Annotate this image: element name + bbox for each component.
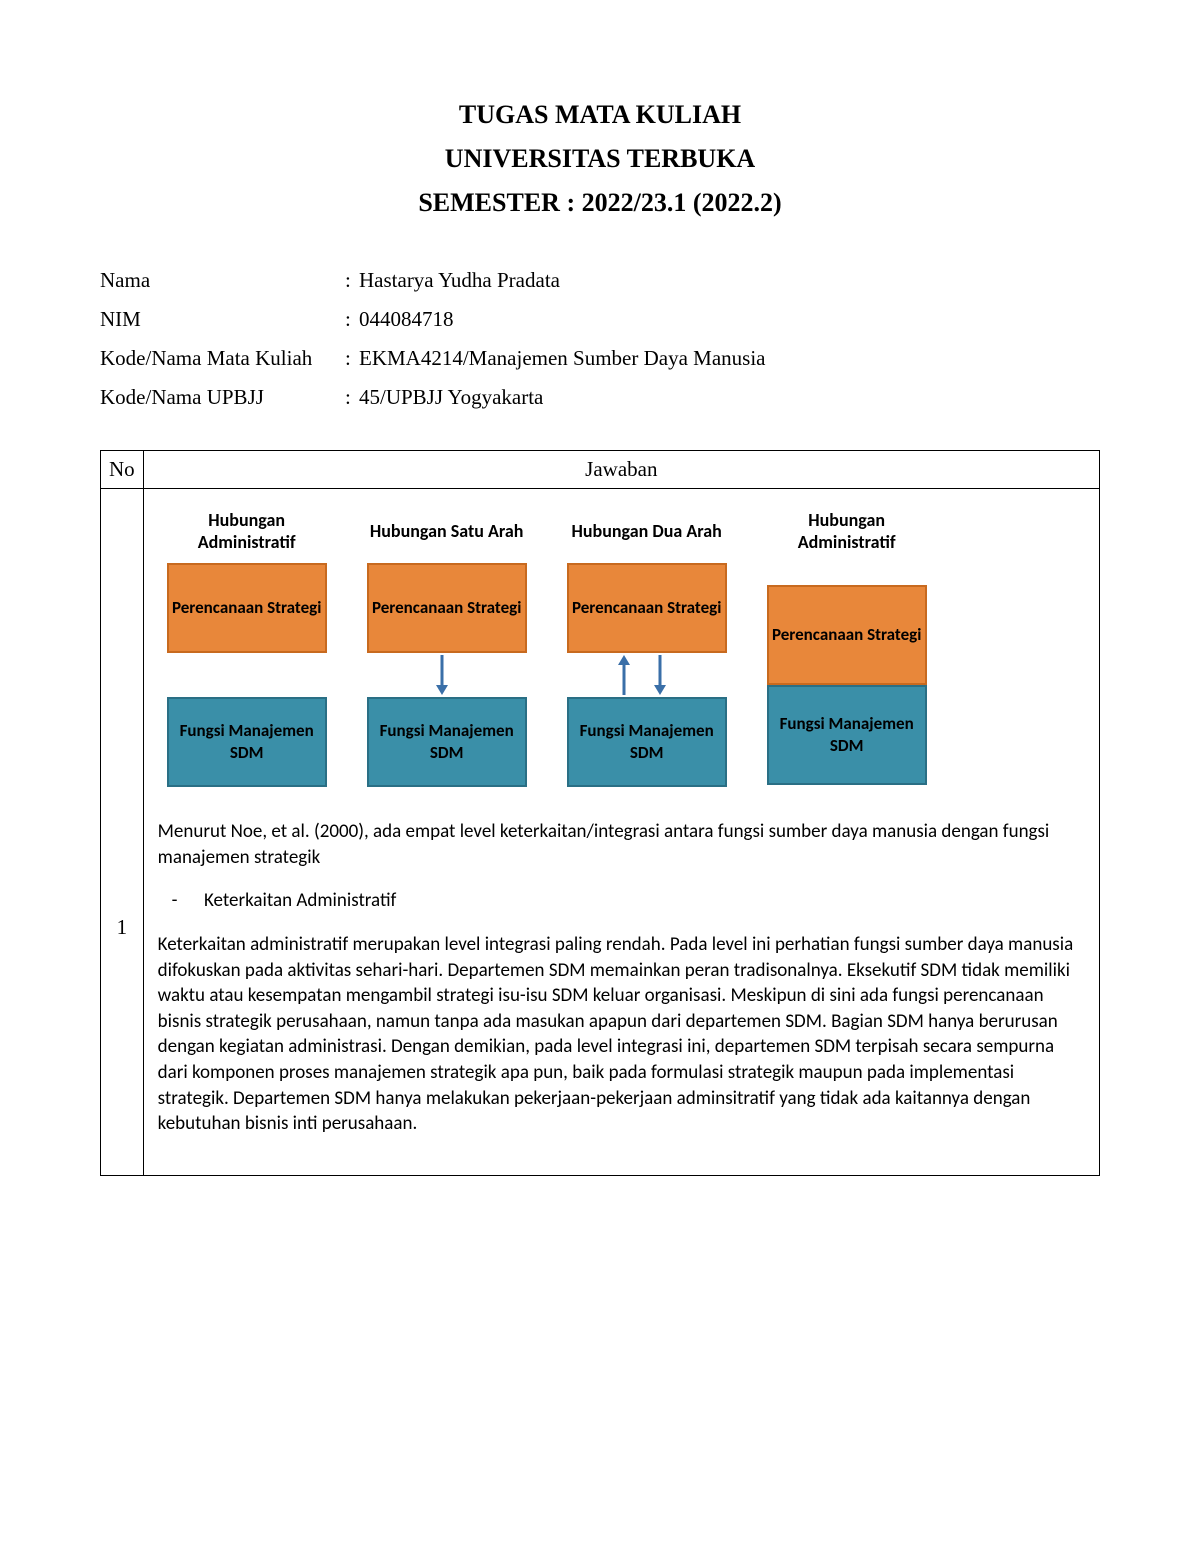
info-value: 044084718 [359,307,1100,332]
student-info: Nama : Hastarya Yudha Pradata NIM : 0440… [100,268,1100,410]
answer-cell: Hubungan Administratif Perencanaan Strat… [143,489,1099,1176]
info-label: Kode/Nama UPBJJ [100,385,345,410]
info-row: NIM : 044084718 [100,307,1100,332]
table-head-answer: Jawaban [143,451,1099,489]
diagram-col-title: Hubungan Administratif [162,507,332,555]
answer-paragraph: Menurut Noe, et al. (2000), ada empat le… [158,819,1085,870]
answer-paragraph: Keterkaitan administratif merupakan leve… [158,932,1085,1137]
diagram-col-title: Hubungan Dua Arah [572,507,722,555]
diagram-column: Hubungan Satu Arah Perencanaan Strategi … [362,507,532,787]
info-separator: : [345,307,359,332]
info-label: NIM [100,307,345,332]
diagram-box-top: Perencanaan Strategi [167,563,327,653]
bullet-dash: - [172,888,200,914]
info-separator: : [345,268,359,293]
document-header: TUGAS MATA KULIAH UNIVERSITAS TERBUKA SE… [100,100,1100,218]
answer-table: No Jawaban 1 Hubungan Administratif Pere… [100,450,1100,1176]
diagram-arrow-both [562,653,732,697]
diagram-box-bottom: Fungsi Manajemen SDM [767,685,927,785]
diagram-arrow-down [362,653,532,697]
info-row: Nama : Hastarya Yudha Pradata [100,268,1100,293]
diagram-box-top: Perencanaan Strategi [367,563,527,653]
integration-diagram: Hubungan Administratif Perencanaan Strat… [158,501,1085,805]
row-number-cell: 1 [101,489,144,1176]
subheading-text: Keterkaitan Administratif [204,889,396,912]
diagram-box-top: Perencanaan Strategi [767,585,927,685]
info-label: Kode/Nama Mata Kuliah [100,346,345,371]
info-value: 45/UPBJJ Yogyakarta [359,385,1100,410]
info-row: Kode/Nama UPBJJ : 45/UPBJJ Yogyakarta [100,385,1100,410]
diagram-column: Hubungan Dua Arah Perencanaan Strategi F… [562,507,732,787]
info-value: Hastarya Yudha Pradata [359,268,1100,293]
diagram-column: Hubungan Administratif Perencanaan Strat… [762,507,932,787]
table-row: 1 Hubungan Administratif Perencanaan Str… [101,489,1100,1176]
header-line-2: UNIVERSITAS TERBUKA [100,144,1100,174]
diagram-gap-none [162,653,332,697]
info-row: Kode/Nama Mata Kuliah : EKMA4214/Manajem… [100,346,1100,371]
diagram-box-bottom: Fungsi Manajemen SDM [567,697,727,787]
row-number: 1 [105,495,139,940]
info-label: Nama [100,268,345,293]
answer-text: Menurut Noe, et al. (2000), ada empat le… [158,819,1085,1137]
diagram-column: Hubungan Administratif Perencanaan Strat… [162,507,332,787]
diagram-box-bottom: Fungsi Manajemen SDM [167,697,327,787]
diagram-box-bottom: Fungsi Manajemen SDM [367,697,527,787]
table-head-no: No [101,451,144,489]
diagram-col-title: Hubungan Administratif [762,507,932,555]
header-line-1: TUGAS MATA KULIAH [100,100,1100,130]
info-separator: : [345,385,359,410]
info-separator: : [345,346,359,371]
answer-subheading: - Keterkaitan Administratif [158,888,1085,914]
diagram-box-top: Perencanaan Strategi [567,563,727,653]
header-line-3: SEMESTER : 2022/23.1 (2022.2) [100,188,1100,218]
info-value: EKMA4214/Manajemen Sumber Daya Manusia [359,346,1100,371]
diagram-col-title: Hubungan Satu Arah [370,507,523,555]
